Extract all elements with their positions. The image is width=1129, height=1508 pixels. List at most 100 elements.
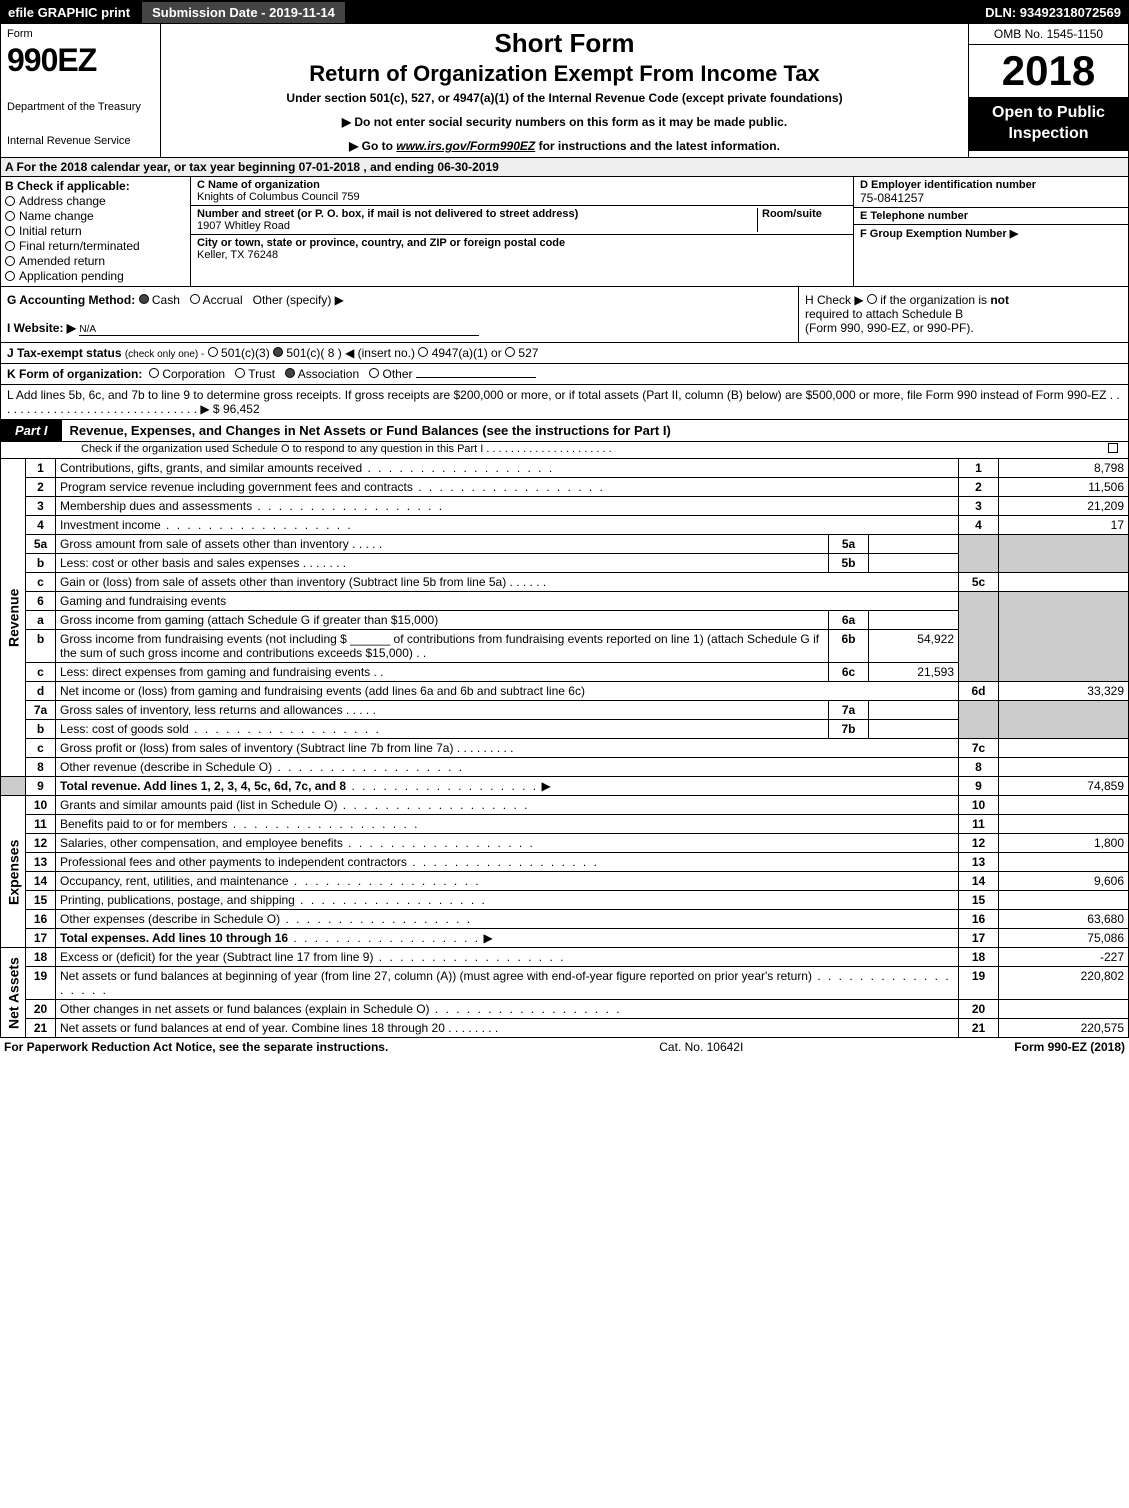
irs-link[interactable]: www.irs.gov/Form990EZ <box>396 139 535 153</box>
j-4947[interactable] <box>418 347 428 357</box>
expenses-side-label: Expenses <box>1 796 26 948</box>
f-group-lbl: F Group Exemption Number ▶ <box>860 227 1122 240</box>
chk-name[interactable] <box>5 211 15 221</box>
row-l: L Add lines 5b, 6c, and 7b to line 9 to … <box>0 385 1129 420</box>
nn: 1 <box>959 459 999 478</box>
desc: Contributions, gifts, grants, and simila… <box>60 461 362 475</box>
amt: 8,798 <box>999 459 1129 478</box>
amt <box>999 853 1129 872</box>
col-c: C Name of organization Knights of Columb… <box>191 177 853 286</box>
goto-pre: ▶ Go to <box>349 139 396 153</box>
k-corp[interactable] <box>149 368 159 378</box>
nn: 16 <box>959 910 999 929</box>
amt <box>999 573 1129 592</box>
ln: 3 <box>26 497 56 516</box>
dept-irs: Internal Revenue Service <box>7 135 154 147</box>
footer-mid: Cat. No. 10642I <box>388 1040 1014 1054</box>
sv <box>869 535 959 554</box>
amt <box>999 739 1129 758</box>
gh-right: H Check ▶ if the organization is not req… <box>798 287 1128 342</box>
k-trust[interactable] <box>235 368 245 378</box>
top-bar-left: efile GRAPHIC print Submission Date - 20… <box>0 2 345 23</box>
amt <box>999 758 1129 777</box>
desc: Gross amount from sale of assets other t… <box>60 537 349 551</box>
amt: 220,802 <box>999 967 1129 1000</box>
chk-address-lbl: Address change <box>19 194 106 208</box>
k-assoc[interactable] <box>285 368 295 378</box>
nn: 21 <box>959 1019 999 1038</box>
tax-year: 2018 <box>969 45 1128 97</box>
ln: 10 <box>26 796 56 815</box>
nn: 2 <box>959 478 999 497</box>
amt: 74,859 <box>999 777 1129 796</box>
col-b: B Check if applicable: Address change Na… <box>1 177 191 286</box>
g-accrual: Accrual <box>203 293 243 307</box>
h-check[interactable] <box>867 294 877 304</box>
table-row: 17 Total expenses. Add lines 10 through … <box>1 929 1129 948</box>
g-accrual-radio[interactable] <box>190 294 200 304</box>
amt: 63,680 <box>999 910 1129 929</box>
ln: c <box>26 663 56 682</box>
table-row: 14 Occupancy, rent, utilities, and maint… <box>1 872 1129 891</box>
c-name-val: Knights of Columbus Council 759 <box>197 191 847 203</box>
l-text: L Add lines 5b, 6c, and 7b to line 9 to … <box>7 388 1120 416</box>
su: 5a <box>829 535 869 554</box>
part1-check[interactable] <box>1108 443 1118 453</box>
chk-pending[interactable] <box>5 271 15 281</box>
table-row: 15 Printing, publications, postage, and … <box>1 891 1129 910</box>
grey-cell <box>999 701 1129 739</box>
nn: 13 <box>959 853 999 872</box>
ln: c <box>26 573 56 592</box>
h-not: not <box>990 293 1009 307</box>
chk-initial-lbl: Initial return <box>19 224 82 238</box>
table-row: c Gain or (loss) from sale of assets oth… <box>1 573 1129 592</box>
footer-right: Form 990-EZ (2018) <box>1014 1040 1125 1054</box>
j-501c3[interactable] <box>208 347 218 357</box>
sv <box>869 720 959 739</box>
nn: 3 <box>959 497 999 516</box>
form-header: Form 990EZ Department of the Treasury In… <box>0 24 1129 158</box>
j-527-lbl: 527 <box>518 346 538 360</box>
c-room-lbl: Room/suite <box>762 208 847 220</box>
chk-address[interactable] <box>5 196 15 206</box>
g-cash-radio[interactable] <box>139 294 149 304</box>
table-row: 8 Other revenue (describe in Schedule O)… <box>1 758 1129 777</box>
efile-label: efile GRAPHIC print <box>0 5 138 20</box>
chk-initial[interactable] <box>5 226 15 236</box>
part1-sub: Check if the organization used Schedule … <box>0 442 1129 458</box>
return-title: Return of Organization Exempt From Incom… <box>169 61 960 87</box>
table-row: 11 Benefits paid to or for members 11 <box>1 815 1129 834</box>
desc: Gross profit or (loss) from sales of inv… <box>60 741 453 755</box>
j-501c[interactable] <box>273 347 283 357</box>
chk-amended[interactable] <box>5 256 15 266</box>
c-name-lbl: C Name of organization <box>197 179 847 191</box>
form-table: Revenue 1 Contributions, gifts, grants, … <box>0 458 1129 1038</box>
chk-final[interactable] <box>5 241 15 251</box>
ln: 9 <box>26 777 56 796</box>
j-501c-lbl: 501(c)( 8 ) ◀ (insert no.) <box>286 346 415 360</box>
ln: 14 <box>26 872 56 891</box>
amt: -227 <box>999 948 1129 967</box>
desc: Membership dues and assessments <box>60 499 252 513</box>
desc: Total expenses. Add lines 10 through 16 <box>60 931 288 945</box>
period-row: A For the 2018 calendar year, or tax yea… <box>0 158 1129 177</box>
part1-sub-text: Check if the organization used Schedule … <box>81 443 612 455</box>
nn: 18 <box>959 948 999 967</box>
table-row: c Gross profit or (loss) from sales of i… <box>1 739 1129 758</box>
j-label: J Tax-exempt status <box>7 346 122 360</box>
k-other-input[interactable] <box>416 377 536 378</box>
sv <box>869 701 959 720</box>
su: 6b <box>829 630 869 663</box>
i-label: I Website: ▶ <box>7 321 76 335</box>
j-527[interactable] <box>505 347 515 357</box>
k-other[interactable] <box>369 368 379 378</box>
nn: 11 <box>959 815 999 834</box>
j-501c3-lbl: 501(c)(3) <box>221 346 270 360</box>
desc: Less: cost or other basis and sales expe… <box>60 556 299 570</box>
amt: 220,575 <box>999 1019 1129 1038</box>
desc: Other expenses (describe in Schedule O) <box>60 912 280 926</box>
table-row: 4 Investment income 4 17 <box>1 516 1129 535</box>
su: 6c <box>829 663 869 682</box>
desc: Total revenue. Add lines 1, 2, 3, 4, 5c,… <box>60 779 346 793</box>
nn: 20 <box>959 1000 999 1019</box>
